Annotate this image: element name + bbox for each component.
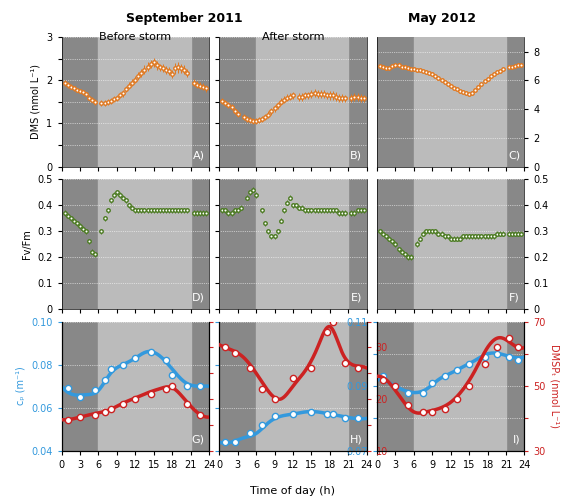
Text: I): I) (512, 434, 520, 444)
Bar (414, 322, 506, 451)
Bar (414, 179, 506, 309)
Text: Before storm: Before storm (99, 32, 171, 42)
Text: B): B) (350, 150, 362, 160)
Y-axis label: DMSPₜ (nmol L⁻¹): DMSPₜ (nmol L⁻¹) (550, 344, 560, 428)
Text: G): G) (192, 434, 205, 444)
Text: F): F) (509, 292, 520, 302)
Y-axis label: Fv/Fm: Fv/Fm (22, 229, 32, 259)
Bar (256, 322, 348, 451)
Text: September 2011: September 2011 (126, 12, 243, 25)
Text: H): H) (349, 434, 362, 444)
Text: A): A) (193, 150, 205, 160)
Text: E): E) (351, 292, 362, 302)
Bar (256, 179, 348, 309)
Bar (256, 37, 348, 166)
Text: After storm: After storm (262, 32, 324, 42)
Bar (98, 179, 190, 309)
Text: D): D) (192, 292, 205, 302)
Bar (98, 37, 190, 166)
Text: Time of day (h): Time of day (h) (250, 486, 336, 496)
Text: May 2012: May 2012 (408, 12, 476, 25)
Text: C): C) (508, 150, 520, 160)
Y-axis label: DMS (nmol L⁻¹): DMS (nmol L⁻¹) (30, 64, 40, 139)
Bar (98, 322, 190, 451)
Bar (414, 37, 506, 166)
Y-axis label: cₚ (m⁻¹): cₚ (m⁻¹) (16, 367, 26, 405)
